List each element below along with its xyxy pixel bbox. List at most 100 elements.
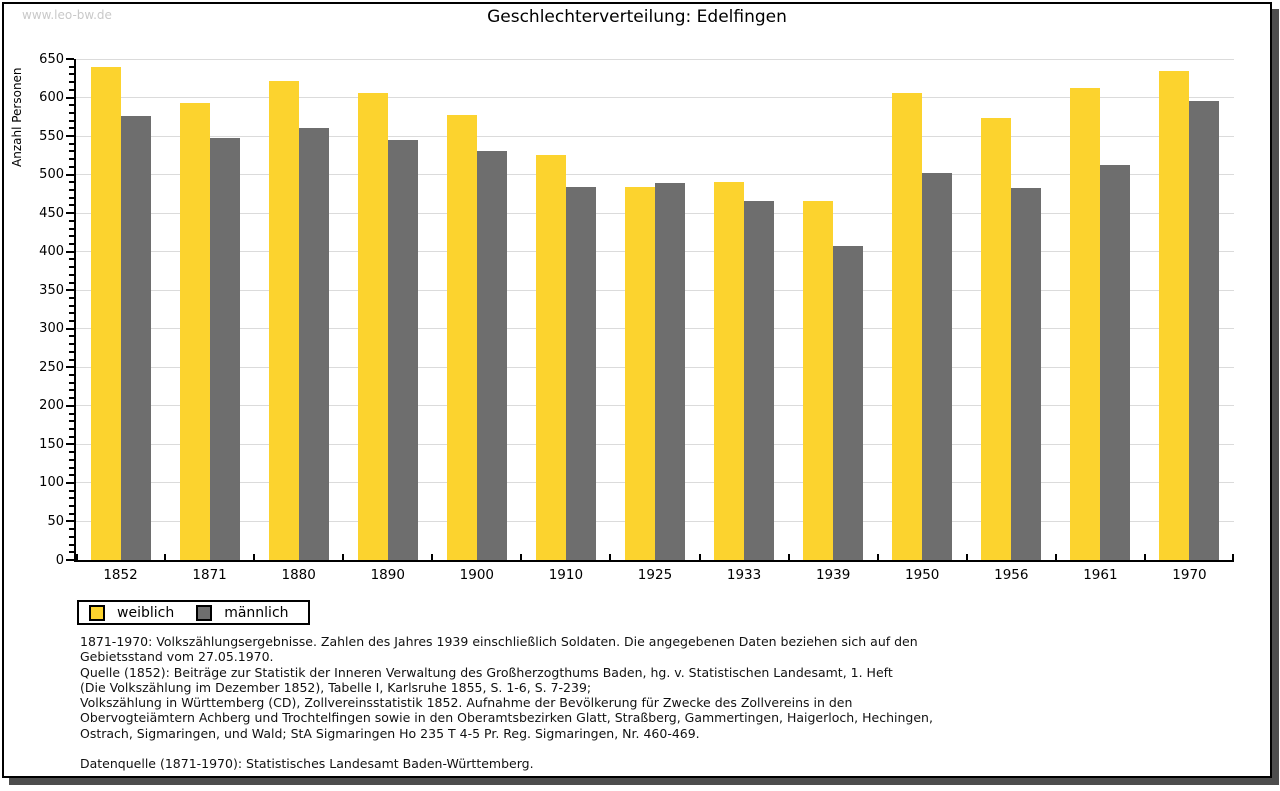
- gridline: [76, 97, 1234, 99]
- y-tick-label: 650: [39, 51, 64, 67]
- y-minor-tick: [69, 343, 74, 346]
- x-boundary-tick: [876, 554, 879, 560]
- x-boundary-tick: [1143, 554, 1146, 560]
- y-tick-label: 250: [39, 359, 64, 375]
- legend: weiblich männlich: [77, 600, 310, 625]
- bar-weiblich-1852: [90, 66, 121, 560]
- x-category-label: 1939: [815, 567, 851, 583]
- y-tick-label: 100: [39, 475, 64, 491]
- y-minor-tick: [69, 181, 74, 184]
- y-minor-tick: [69, 512, 74, 515]
- y-minor-tick: [69, 466, 74, 469]
- footnote-line: 1871-1970: Volkszählungsergebnisse. Zahl…: [80, 634, 918, 649]
- y-minor-tick: [69, 474, 74, 477]
- footnote-line: Ostrach, Sigmaringen, und Wald; StA Sigm…: [80, 725, 700, 741]
- y-minor-tick: [69, 281, 74, 284]
- y-minor-tick: [69, 458, 74, 461]
- y-tick-label: 200: [39, 398, 64, 414]
- y-minor-tick: [69, 296, 74, 299]
- bar-männlich-1933: [744, 200, 775, 560]
- y-minor-tick: [69, 150, 74, 153]
- y-minor-tick: [69, 81, 74, 84]
- x-boundary-tick: [1232, 554, 1234, 560]
- y-major-tick: [66, 443, 74, 446]
- y-major-tick: [66, 404, 74, 407]
- footnote-line: Volkszählung in Württemberg (CD), Zollve…: [80, 695, 853, 711]
- y-major-tick: [66, 289, 74, 292]
- y-minor-tick: [69, 73, 74, 76]
- footnote-spacer: [80, 741, 933, 756]
- y-minor-tick: [69, 320, 74, 323]
- x-category-label: 1950: [905, 567, 940, 583]
- y-major-tick: [66, 135, 74, 138]
- legend-label-weiblich: weiblich: [117, 604, 175, 621]
- y-minor-tick: [69, 219, 74, 222]
- bar-weiblich-1970: [1159, 70, 1190, 560]
- x-category-label: 1880: [281, 567, 316, 583]
- footnote-line: Obervogteiämtern Achberg und Trochtelfin…: [80, 710, 933, 726]
- y-minor-tick: [69, 435, 74, 438]
- y-minor-tick: [69, 111, 74, 114]
- x-boundary-tick: [253, 554, 256, 560]
- bar-männlich-1900: [476, 150, 507, 560]
- y-major-tick: [66, 520, 74, 523]
- footnote-line: (Die Volkszählung im Dezember 1852), Tab…: [80, 679, 592, 695]
- x-boundary-tick: [698, 554, 701, 560]
- y-major-tick: [66, 481, 74, 484]
- bar-weiblich-1933: [714, 182, 745, 560]
- bar-weiblich-1950: [892, 92, 923, 560]
- bar-männlich-1890: [387, 139, 418, 560]
- y-axis-label: Anzahl Personen: [10, 67, 24, 167]
- y-minor-tick: [69, 165, 74, 168]
- y-major-tick: [66, 96, 74, 99]
- y-minor-tick: [69, 358, 74, 361]
- legend-label-maennlich: männlich: [224, 604, 289, 621]
- x-boundary-tick: [342, 554, 345, 560]
- y-minor-tick: [69, 350, 74, 353]
- y-minor-tick: [69, 104, 74, 107]
- x-boundary-tick: [965, 554, 968, 560]
- y-minor-tick: [69, 505, 74, 508]
- y-minor-tick: [69, 304, 74, 307]
- x-boundary-tick: [76, 554, 78, 560]
- y-minor-tick: [69, 65, 74, 68]
- y-minor-tick: [69, 528, 74, 531]
- y-minor-tick: [69, 389, 74, 392]
- y-tick-label: 450: [39, 205, 64, 221]
- bar-männlich-1871: [209, 137, 240, 560]
- x-category-label: 1910: [548, 567, 584, 583]
- y-minor-tick: [69, 258, 74, 261]
- y-tick-label: 550: [39, 128, 64, 144]
- y-major-tick: [66, 212, 74, 215]
- y-minor-tick: [69, 535, 74, 538]
- y-minor-tick: [69, 381, 74, 384]
- x-category-label: 1970: [1172, 567, 1207, 583]
- footnote-line: Gebietsstand vom 27.05.1970.: [80, 649, 274, 665]
- y-minor-tick: [69, 88, 74, 91]
- y-tick-label: 150: [39, 436, 64, 452]
- bar-weiblich-1910: [535, 155, 566, 560]
- x-boundary-tick: [1054, 554, 1057, 560]
- gridline: [76, 59, 1234, 60]
- bar-männlich-1970: [1189, 100, 1220, 560]
- bar-weiblich-1925: [625, 186, 655, 560]
- y-minor-tick: [69, 551, 74, 554]
- bar-weiblich-1900: [446, 114, 477, 560]
- x-boundary-tick: [520, 554, 523, 560]
- bar-männlich-1961: [1100, 165, 1131, 560]
- y-major-tick: [66, 173, 74, 176]
- bar-männlich-1956: [1011, 187, 1042, 560]
- y-minor-tick: [69, 127, 74, 130]
- y-tick-label: 400: [39, 244, 64, 260]
- y-minor-tick: [69, 543, 74, 546]
- bar-männlich-1880: [298, 127, 329, 560]
- y-minor-tick: [69, 273, 74, 276]
- gridline: [76, 135, 1234, 137]
- y-major-tick: [66, 366, 74, 369]
- y-minor-tick: [69, 242, 74, 245]
- y-minor-tick: [69, 489, 74, 492]
- y-minor-tick: [69, 227, 74, 230]
- y-major-tick: [66, 327, 74, 330]
- bar-männlich-1939: [833, 245, 864, 560]
- y-minor-tick: [69, 397, 74, 400]
